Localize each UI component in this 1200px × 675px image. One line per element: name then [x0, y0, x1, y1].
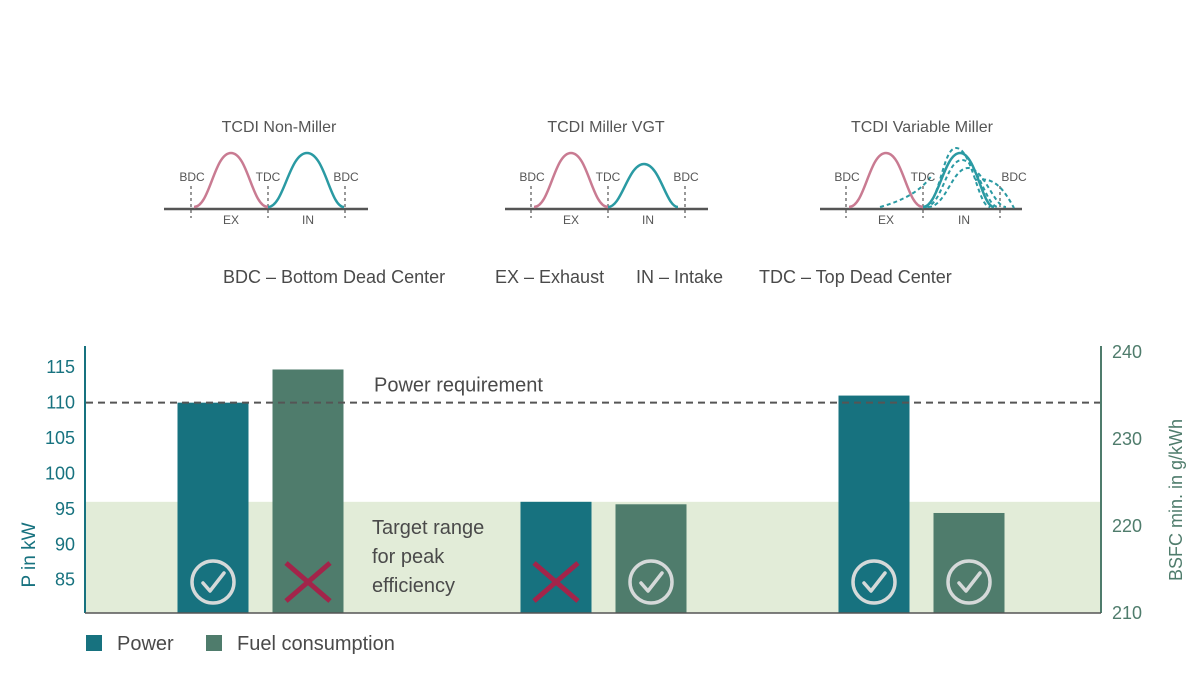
left-axis-ticks: 85 90 95 100 105 110 115 [45, 357, 75, 589]
check-circle [946, 559, 992, 605]
check-mark [201, 571, 226, 593]
diagram-non-miller: TCDI Non-Miller BDC TDC BDC EX IN [164, 119, 368, 227]
ex-label: EX [563, 213, 579, 227]
check-mark [862, 571, 887, 593]
target-range-line: Target range [372, 517, 484, 539]
intake-variant-curve [974, 178, 1015, 209]
definition-in: IN – Intake [636, 267, 723, 287]
intake-valve-curve [267, 151, 345, 209]
exhaust-valve-curve [193, 151, 269, 209]
cross-icon [532, 561, 580, 603]
cross-stroke [284, 561, 332, 603]
fuel-consumption-bar [615, 504, 687, 613]
definition-tdc: TDC – Top Dead Center [759, 267, 952, 287]
right-tick-label: 230 [1112, 429, 1142, 449]
intake-valve-curve [607, 162, 679, 209]
legend: Power Fuel consumption [86, 633, 395, 655]
bdc-label: BDC [333, 170, 359, 184]
legend-swatch-fuel [206, 635, 222, 651]
power-bar [838, 395, 910, 613]
target-range-label: Target range for peak efficiency [372, 517, 490, 597]
tdc-label: TDC [596, 170, 621, 184]
check-mark [957, 571, 982, 593]
fuel-consumption-bar [272, 369, 344, 613]
bdc-label: BDC [673, 170, 699, 184]
left-tick-label: 105 [45, 428, 75, 448]
right-axis-title: BSFC min. in g/kWh [1166, 419, 1186, 581]
legend-label-power: Power [117, 633, 174, 655]
power-requirement-label: Power requirement [374, 375, 543, 397]
check-circle [190, 559, 236, 605]
right-tick-label: 240 [1112, 342, 1142, 362]
definition-bdc: BDC – Bottom Dead Center [223, 267, 445, 287]
check-mark [639, 571, 664, 593]
check-circle [628, 559, 674, 605]
legend-swatch-power [86, 635, 102, 651]
bars [177, 369, 1005, 613]
left-axis-title: P in kW [19, 522, 40, 587]
right-axis-ticks: 210 220 230 240 [1112, 342, 1142, 623]
ex-label: EX [223, 213, 239, 227]
diagram-title: TCDI Non-Miller [222, 119, 337, 136]
in-label: IN [302, 213, 314, 227]
right-tick-label: 210 [1112, 603, 1142, 623]
left-tick-label: 90 [55, 534, 75, 554]
left-tick-label: 100 [45, 463, 75, 483]
check-icon [946, 559, 992, 605]
intake-variant-curve [927, 166, 1007, 208]
diagram-variable-miller: TCDI Variable Miller BDC TDC BDC EX IN [820, 119, 1027, 227]
check-icon [851, 559, 897, 605]
right-tick-label: 220 [1112, 516, 1142, 536]
check-icon [628, 559, 674, 605]
intake-variant-curve [879, 174, 933, 208]
target-range-line: for peak [372, 546, 445, 568]
bar-chart: Power requirement Target range for peak … [19, 342, 1186, 623]
fuel-consumption-bar [933, 512, 1005, 613]
exhaust-valve-curve [848, 151, 924, 209]
target-range-line: efficiency [372, 575, 455, 597]
cross-stroke [532, 561, 580, 603]
tdc-label: TDC [256, 170, 281, 184]
left-tick-label: 110 [46, 393, 75, 413]
definitions: BDC – Bottom Dead Center EX – Exhaust IN… [223, 267, 952, 287]
target-range-band [86, 501, 1100, 613]
in-label: IN [958, 213, 970, 227]
cross-icon [284, 561, 332, 603]
left-tick-label: 85 [55, 570, 75, 590]
status-marks [190, 559, 992, 605]
legend-label-fuel: Fuel consumption [237, 633, 395, 655]
intake-variant-curve [922, 146, 991, 208]
power-bar [520, 501, 592, 613]
diagram-title: TCDI Miller VGT [547, 119, 665, 136]
exhaust-valve-curve [533, 151, 609, 209]
definition-ex: EX – Exhaust [495, 267, 604, 287]
diagram-title: TCDI Variable Miller [851, 119, 994, 136]
left-tick-label: 95 [55, 499, 75, 519]
ex-label: EX [878, 213, 894, 227]
intake-variant-curve [924, 158, 999, 208]
left-tick-label: 115 [46, 357, 75, 377]
check-circle [851, 559, 897, 605]
bdc-label: BDC [179, 170, 205, 184]
check-icon [190, 559, 236, 605]
bdc-label: BDC [834, 170, 860, 184]
diagram-miller-vgt: TCDI Miller VGT BDC TDC BDC EX IN [505, 119, 708, 227]
power-bar [177, 402, 249, 613]
bdc-label: BDC [519, 170, 545, 184]
bdc-label: BDC [1001, 170, 1027, 184]
in-label: IN [642, 213, 654, 227]
tdc-label: TDC [911, 170, 936, 184]
